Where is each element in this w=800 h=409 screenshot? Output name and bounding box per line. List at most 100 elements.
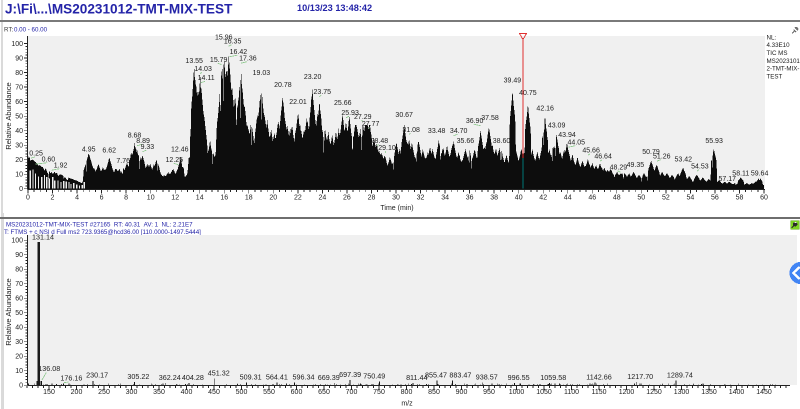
svg-text:36.90: 36.90 xyxy=(466,118,484,125)
svg-text:30: 30 xyxy=(15,143,23,150)
svg-text:26: 26 xyxy=(343,195,351,202)
svg-text:1200: 1200 xyxy=(619,389,635,396)
svg-text:22: 22 xyxy=(294,195,302,202)
svg-text:6.62: 6.62 xyxy=(102,148,116,155)
svg-text:60: 60 xyxy=(760,195,768,202)
svg-text:59.64: 59.64 xyxy=(751,171,769,178)
svg-text:855.47: 855.47 xyxy=(425,371,447,380)
svg-text:31.08: 31.08 xyxy=(402,127,420,134)
svg-text:1300: 1300 xyxy=(674,389,690,396)
svg-text:42: 42 xyxy=(539,195,547,202)
svg-text:NL:: NL: xyxy=(767,35,777,42)
svg-text:10: 10 xyxy=(15,172,23,179)
svg-text:230.17: 230.17 xyxy=(86,371,108,380)
svg-text:1289.74: 1289.74 xyxy=(667,371,693,380)
svg-text:46.64: 46.64 xyxy=(594,154,612,161)
svg-text:1100: 1100 xyxy=(564,389,579,396)
svg-text:938.57: 938.57 xyxy=(476,373,498,382)
svg-text:1.92: 1.92 xyxy=(54,163,68,170)
svg-text:43.09: 43.09 xyxy=(548,123,566,130)
svg-text:100: 100 xyxy=(11,238,23,245)
svg-text:17.36: 17.36 xyxy=(239,56,257,63)
svg-text:2-TMT-MIX-: 2-TMT-MIX- xyxy=(767,66,800,73)
svg-text:0.60: 0.60 xyxy=(42,157,56,164)
svg-text:19.03: 19.03 xyxy=(253,70,271,77)
svg-text:80: 80 xyxy=(15,70,23,77)
svg-text:24: 24 xyxy=(319,195,327,202)
svg-text:700: 700 xyxy=(346,389,358,396)
svg-text:1050: 1050 xyxy=(536,389,552,396)
svg-text:36: 36 xyxy=(466,195,474,202)
svg-text:48: 48 xyxy=(613,195,621,202)
svg-text:90: 90 xyxy=(15,55,23,62)
svg-text:1142.66: 1142.66 xyxy=(586,373,611,382)
svg-text:4.95: 4.95 xyxy=(82,147,96,154)
svg-text:70: 70 xyxy=(15,281,23,288)
svg-text:14: 14 xyxy=(196,195,204,202)
svg-text:28: 28 xyxy=(368,195,376,202)
svg-text:4: 4 xyxy=(75,195,79,202)
svg-text:20: 20 xyxy=(15,354,23,361)
svg-text:350: 350 xyxy=(153,389,165,396)
svg-text:37.58: 37.58 xyxy=(481,115,499,122)
svg-text:12.25: 12.25 xyxy=(166,157,184,164)
svg-text:TEST: TEST xyxy=(767,73,783,80)
svg-text:49.35: 49.35 xyxy=(627,162,645,169)
svg-text:8.89: 8.89 xyxy=(136,138,150,145)
svg-text:564.41: 564.41 xyxy=(266,373,288,382)
svg-text:8.68: 8.68 xyxy=(128,133,142,140)
svg-text:57.17: 57.17 xyxy=(719,176,737,183)
svg-text:811.44: 811.44 xyxy=(406,373,427,382)
svg-text:750: 750 xyxy=(373,389,385,396)
svg-text:56: 56 xyxy=(711,195,719,202)
svg-text:46: 46 xyxy=(588,195,596,202)
svg-text:48.29: 48.29 xyxy=(610,165,628,172)
svg-text:6: 6 xyxy=(100,195,104,202)
svg-text:9.33: 9.33 xyxy=(141,144,155,151)
svg-text:40.75: 40.75 xyxy=(519,90,537,97)
svg-text:900: 900 xyxy=(456,389,468,396)
svg-text:20.78: 20.78 xyxy=(274,82,292,89)
svg-text:4.33E10: 4.33E10 xyxy=(767,42,791,49)
svg-text:28.48: 28.48 xyxy=(371,138,389,145)
svg-text:16.42: 16.42 xyxy=(230,49,248,56)
svg-text:2: 2 xyxy=(51,195,55,202)
svg-text:0.00 - 60.00: 0.00 - 60.00 xyxy=(14,27,48,34)
svg-text:0.25: 0.25 xyxy=(29,151,43,158)
svg-text:150: 150 xyxy=(43,389,55,396)
svg-text:23.75: 23.75 xyxy=(314,89,332,96)
svg-text:404.28: 404.28 xyxy=(182,373,204,382)
svg-text:13.55: 13.55 xyxy=(185,58,203,65)
svg-text:80: 80 xyxy=(15,267,23,274)
svg-text:1217.70: 1217.70 xyxy=(627,372,653,381)
svg-text:1450: 1450 xyxy=(756,389,772,396)
svg-text:34: 34 xyxy=(441,195,449,202)
svg-text:650: 650 xyxy=(318,389,330,396)
svg-text:35.66: 35.66 xyxy=(457,138,475,145)
svg-text:596.34: 596.34 xyxy=(293,373,315,382)
svg-text:27.29: 27.29 xyxy=(354,114,372,121)
svg-text:44.05: 44.05 xyxy=(568,140,586,147)
svg-text:Time (min): Time (min) xyxy=(380,205,413,212)
svg-text:136.08: 136.08 xyxy=(38,364,60,373)
svg-text:60: 60 xyxy=(15,296,23,303)
svg-text:100: 100 xyxy=(11,41,23,48)
svg-text:0: 0 xyxy=(19,383,23,390)
svg-text:52: 52 xyxy=(662,195,670,202)
svg-text:38: 38 xyxy=(490,195,498,202)
svg-text:12: 12 xyxy=(171,195,179,202)
svg-text:Relative Abundance: Relative Abundance xyxy=(4,82,13,150)
svg-text:40: 40 xyxy=(15,325,23,332)
svg-text:1250: 1250 xyxy=(646,389,662,396)
svg-text:MS20231012-TMT-MIX-TEST #27165: MS20231012-TMT-MIX-TEST #27165 RT: 40.31… xyxy=(6,222,193,229)
svg-text:60: 60 xyxy=(15,99,23,106)
svg-text:33.48: 33.48 xyxy=(428,128,446,135)
svg-text:44: 44 xyxy=(564,195,572,202)
svg-text:90: 90 xyxy=(15,252,23,259)
svg-text:50: 50 xyxy=(637,195,645,202)
svg-text:362.24: 362.24 xyxy=(159,373,181,382)
svg-text:20: 20 xyxy=(15,157,23,164)
svg-text:23.20: 23.20 xyxy=(304,74,322,81)
svg-text:20: 20 xyxy=(269,195,277,202)
svg-text:0: 0 xyxy=(19,186,23,193)
